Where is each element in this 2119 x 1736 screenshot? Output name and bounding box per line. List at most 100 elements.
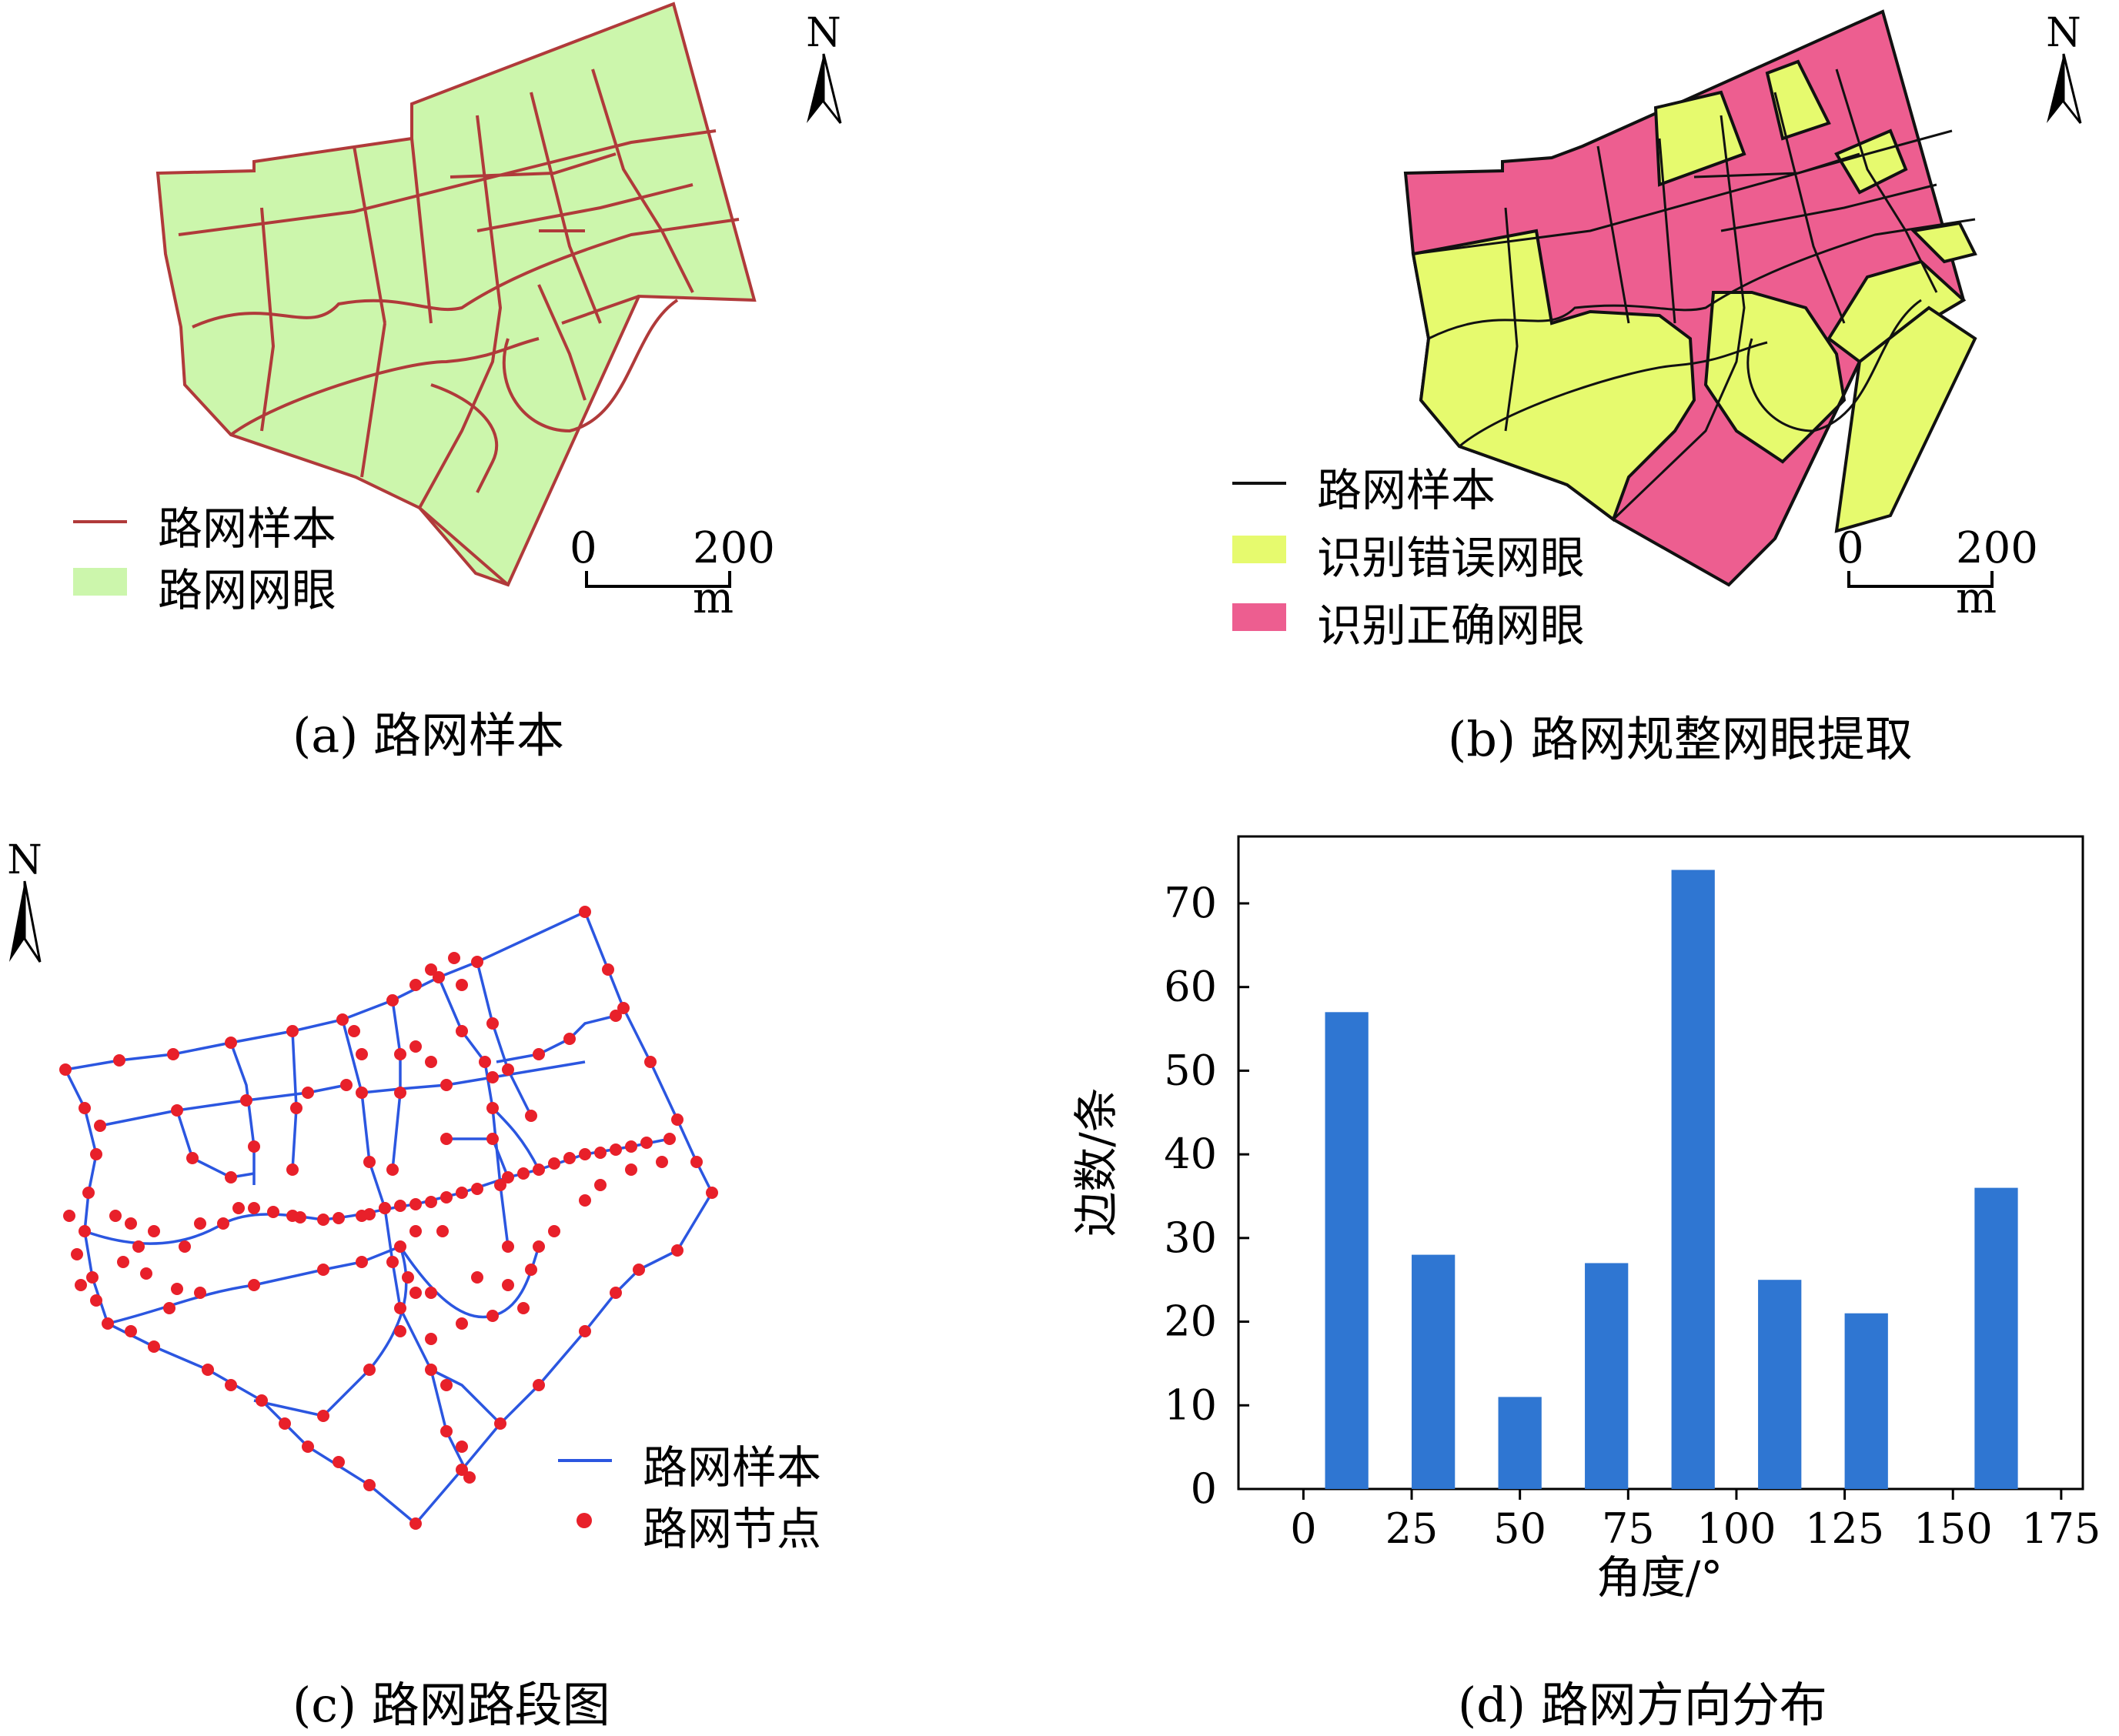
road-node: [290, 1102, 302, 1114]
road-node: [456, 1187, 468, 1199]
road-node: [167, 1048, 179, 1060]
legend-line-b: [1232, 482, 1286, 485]
scale-start-a: 0: [570, 523, 597, 573]
road-node: [71, 1248, 83, 1260]
road-node: [525, 1264, 537, 1276]
road-node: [409, 1517, 422, 1530]
road-node: [440, 1133, 453, 1145]
scale-end-a: 200 m: [693, 523, 775, 623]
road-node: [548, 1157, 560, 1170]
road-node: [356, 1256, 368, 1268]
caption-c: (c) 路网路段图: [292, 1677, 610, 1733]
road-node: [86, 1271, 99, 1284]
road-node: [363, 1479, 376, 1491]
plot-frame: [1237, 835, 2084, 1491]
road-node: [394, 1240, 406, 1253]
road-node: [440, 1191, 453, 1204]
road-lines-b: [1412, 68, 1976, 586]
scale-start-b: 0: [1837, 523, 1864, 573]
road-node: [425, 1364, 437, 1376]
x-tick-label-100: 100: [1696, 1504, 1776, 1553]
road-node: [333, 1456, 345, 1468]
road-node: [102, 1317, 114, 1330]
road-node: [456, 1441, 468, 1453]
road-node: [186, 1152, 199, 1164]
road-node: [671, 1244, 683, 1257]
road-node: [663, 1133, 676, 1145]
road-node: [59, 1063, 72, 1076]
road-node: [109, 1210, 122, 1222]
road-node: [363, 1208, 376, 1220]
road-node: [502, 1240, 514, 1253]
road-node: [656, 1156, 668, 1168]
road-node: [671, 1113, 683, 1126]
road-node: [79, 1102, 91, 1114]
road-node: [471, 1183, 483, 1195]
road-node: [502, 1171, 514, 1183]
road-node: [425, 963, 437, 976]
y-tick-label-10: 10: [1164, 1380, 1217, 1429]
road-node: [409, 979, 422, 991]
road-node: [333, 1212, 345, 1224]
road-node: [548, 1225, 560, 1237]
road-node: [456, 1025, 468, 1037]
road-node: [625, 1163, 637, 1176]
road-node: [75, 1279, 87, 1291]
road-node: [563, 1033, 576, 1045]
road-node: [225, 1171, 237, 1183]
road-node: [267, 1206, 279, 1218]
road-node: [640, 1137, 653, 1149]
legend-line-c: [558, 1459, 612, 1462]
road-node: [494, 1417, 506, 1430]
panel-a: N 0 200 m 路网样本 路网网眼 (a) 路网样本: [0, 0, 1059, 770]
road-node: [379, 1202, 391, 1214]
road-node: [394, 1200, 406, 1212]
road-node: [517, 1302, 530, 1314]
incorrect-meshes-b: [1411, 59, 1977, 539]
road-node: [225, 1037, 237, 1049]
road-segment-map-c: [59, 906, 718, 1530]
road-node: [436, 1225, 449, 1237]
road-node: [471, 1271, 483, 1284]
road-node: [610, 1010, 622, 1022]
caption-d: (d) 路网方向分布: [1458, 1677, 1827, 1733]
road-node: [394, 1302, 406, 1314]
caption-b: (b) 路网规整网眼提取: [1448, 711, 1913, 767]
x-axis-ticks: 0 25 50 75 100 125 150 175: [1290, 1489, 2101, 1553]
road-node: [179, 1240, 191, 1253]
y-tick-label-60: 60: [1164, 963, 1217, 1011]
direction-histogram: 0 25 50 75 100 125 150 175 0 10 20 30 40 50 60 70 角度/°…: [1070, 835, 2101, 1604]
road-node: [440, 1079, 453, 1091]
bar-30: [1412, 1254, 1456, 1489]
x-tick-label-125: 125: [1805, 1504, 1884, 1553]
road-node: [448, 952, 460, 964]
road-node: [394, 1087, 406, 1099]
caption-a: (a) 路网样本: [292, 707, 565, 763]
legend-dot-c: [577, 1513, 592, 1528]
road-node: [394, 1325, 406, 1337]
x-tick-label-150: 150: [1913, 1504, 1993, 1553]
y-axis-ticks: 0 10 20 30 40 50 60 70: [1164, 879, 1249, 1513]
legend-item-c-road: 路网样本: [558, 1431, 943, 1494]
histogram-bars: [1325, 870, 2018, 1489]
y-tick-label-0: 0: [1191, 1464, 1217, 1513]
road-node: [302, 1087, 314, 1099]
legend-item-b-road: 路网样本: [1232, 454, 1663, 516]
bar-70: [1585, 1263, 1629, 1489]
road-node: [194, 1217, 206, 1230]
road-node: [356, 1048, 368, 1060]
road-node: [202, 1364, 214, 1376]
road-node: [90, 1294, 102, 1307]
road-node: [294, 1211, 306, 1224]
road-node: [140, 1267, 152, 1280]
road-node: [386, 1163, 399, 1176]
road-node: [471, 956, 483, 968]
road-node: [171, 1283, 183, 1295]
road-node: [171, 1104, 183, 1117]
road-node: [579, 1325, 591, 1337]
road-mesh-map-b: [1403, 9, 1977, 587]
road-node: [486, 1102, 499, 1114]
road-node: [486, 1071, 499, 1083]
road-node: [440, 1425, 453, 1437]
road-node: [425, 1333, 437, 1345]
